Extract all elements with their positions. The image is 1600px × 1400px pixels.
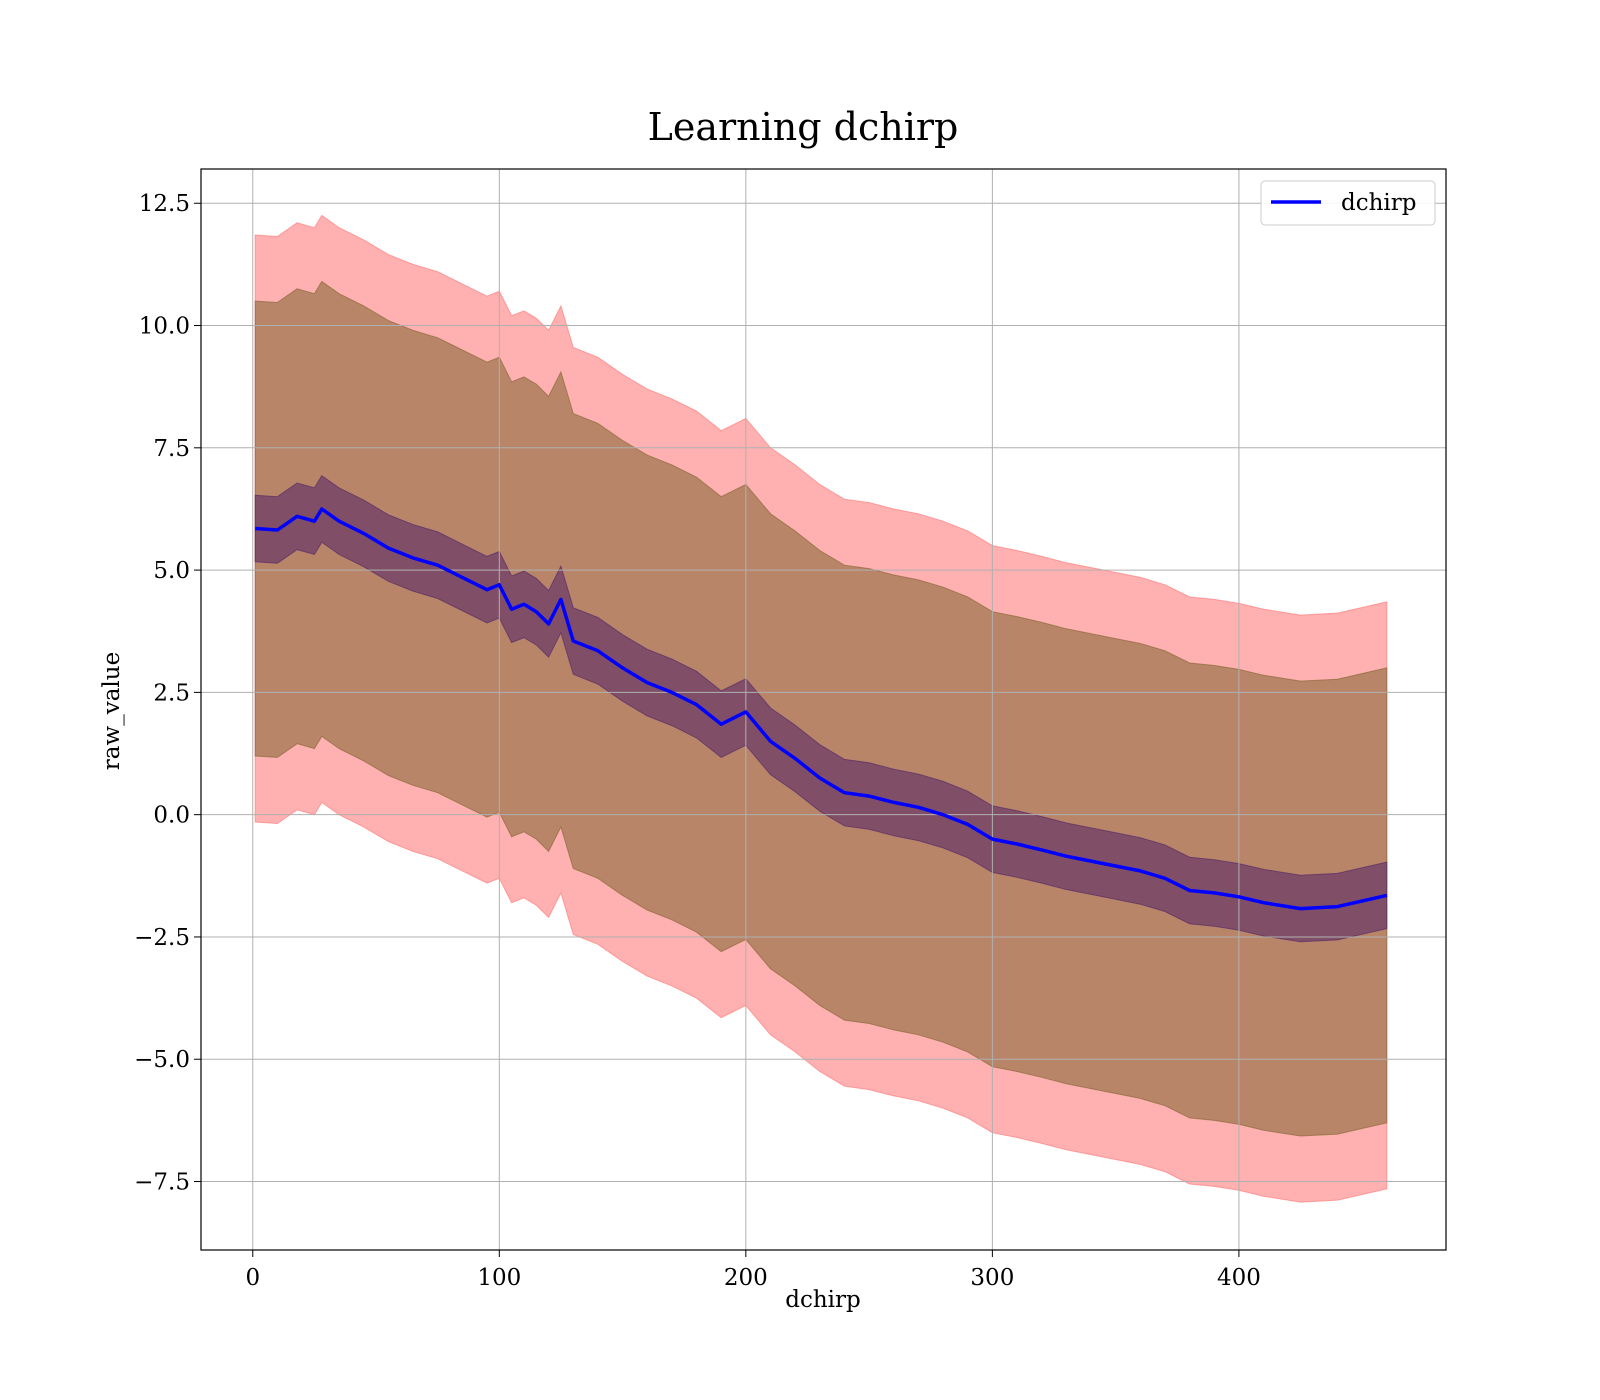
confidence-bands bbox=[254, 214, 1388, 1203]
y-tick-label: 5.0 bbox=[153, 558, 190, 584]
x-tick-label: 100 bbox=[477, 1265, 521, 1291]
x-axis-ticks: 0 100 200 300 400 bbox=[245, 1250, 1261, 1291]
y-tick-label: −7.5 bbox=[134, 1170, 190, 1196]
y-tick-label: 10.0 bbox=[139, 314, 190, 340]
y-tick-label: 7.5 bbox=[153, 436, 190, 462]
y-tick-label: 12.5 bbox=[139, 191, 190, 217]
x-tick-label: 300 bbox=[970, 1265, 1014, 1291]
y-tick-label: −5.0 bbox=[134, 1047, 190, 1073]
y-tick-label: −2.5 bbox=[134, 925, 190, 951]
series-lines bbox=[255, 507, 1388, 911]
legend-box bbox=[1260, 180, 1436, 226]
y-axis-label: raw_value bbox=[99, 652, 125, 770]
grid-lines bbox=[201, 169, 1446, 1250]
band-inner bbox=[254, 474, 1388, 943]
x-tick-label: 400 bbox=[1217, 1265, 1261, 1291]
x-tick-label: 200 bbox=[724, 1265, 768, 1291]
y-axis-ticks: −7.5 −5.0 −2.5 0.0 2.5 5.0 7.5 10.0 12.5 bbox=[134, 191, 201, 1196]
chart-title: Learning dchirp bbox=[648, 105, 959, 149]
series-line-dchirp bbox=[255, 507, 1388, 911]
legend-label: dchirp bbox=[1341, 190, 1417, 216]
y-tick-label: 0.0 bbox=[153, 803, 190, 829]
y-tick-label: 2.5 bbox=[153, 680, 190, 706]
x-axis-label: dchirp bbox=[785, 1287, 861, 1313]
band-middle bbox=[254, 280, 1388, 1137]
x-tick-label: 0 bbox=[245, 1265, 260, 1291]
plot-area-frame bbox=[200, 168, 1447, 1251]
legend: dchirp bbox=[1260, 180, 1436, 226]
